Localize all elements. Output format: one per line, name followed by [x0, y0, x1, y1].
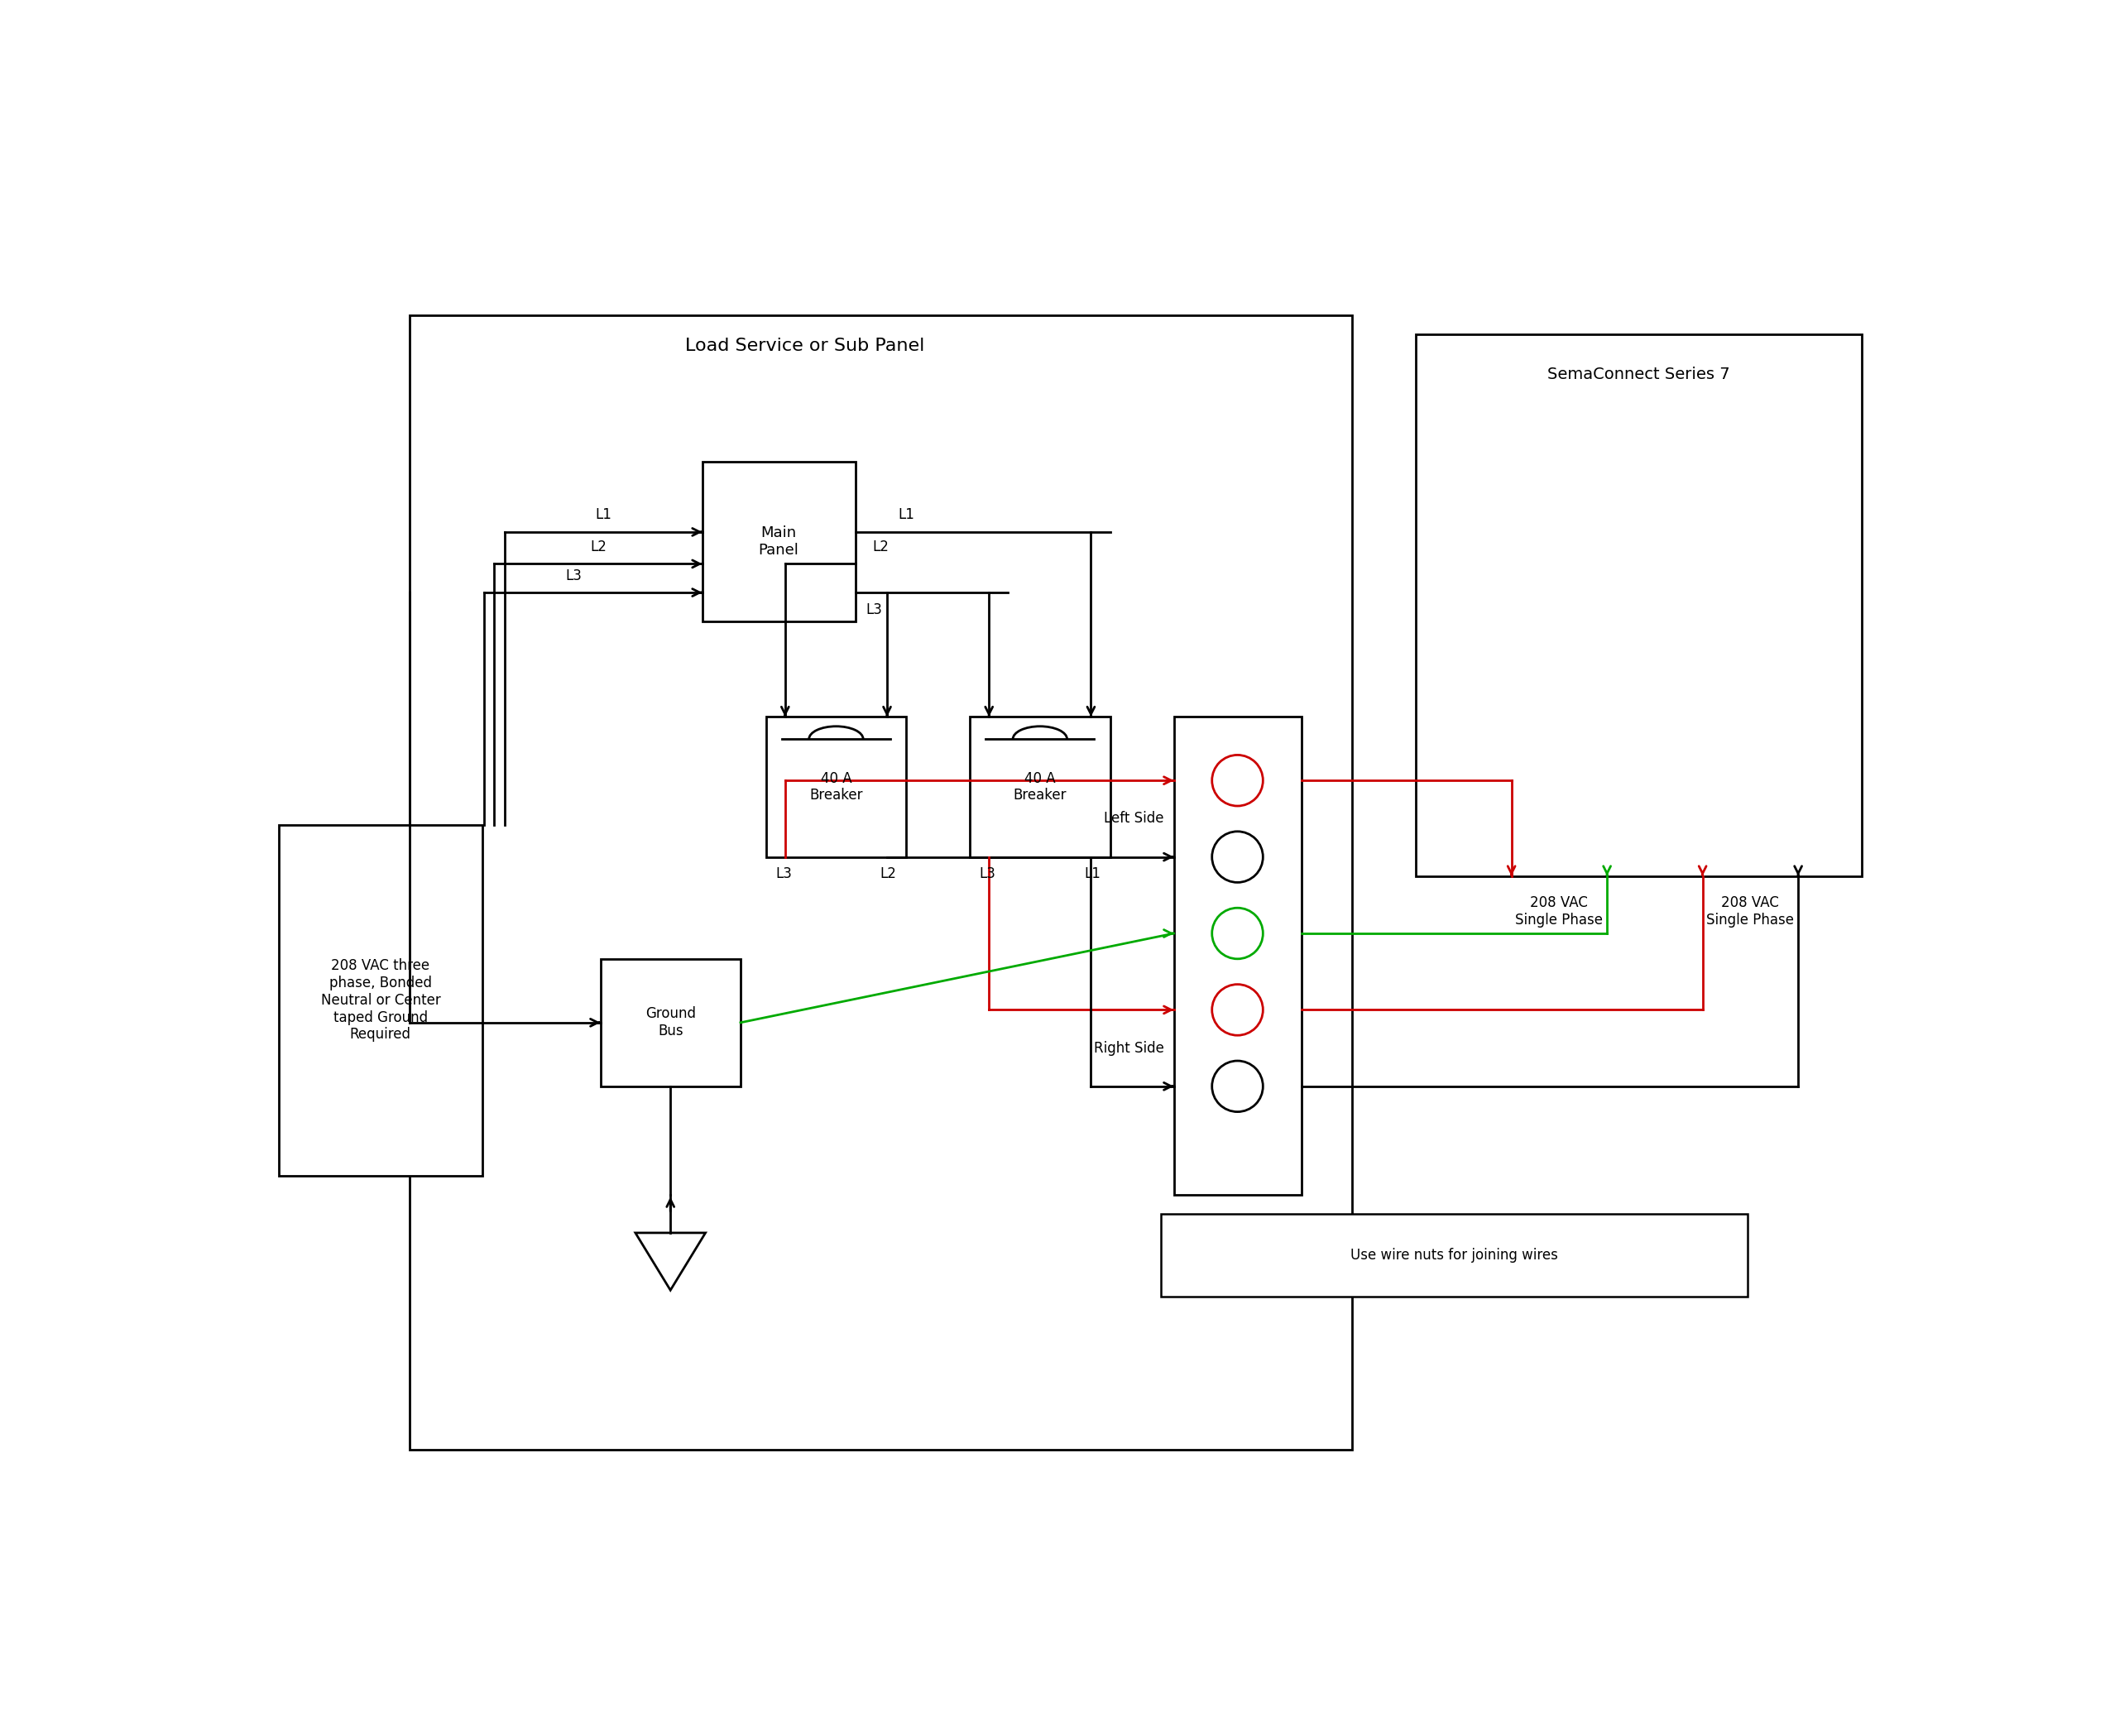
Text: Left Side: Left Side [1104, 811, 1165, 826]
Text: L3: L3 [979, 866, 996, 882]
Text: L1: L1 [899, 507, 914, 523]
Text: 40 A
Breaker: 40 A Breaker [810, 771, 863, 802]
Text: L3: L3 [565, 568, 582, 583]
Bar [1416, 335, 1861, 877]
Text: 208 VAC
Single Phase: 208 VAC Single Phase [1515, 896, 1604, 927]
Circle shape [1211, 755, 1264, 806]
Text: Use wire nuts for joining wires: Use wire nuts for joining wires [1350, 1248, 1557, 1262]
Text: L2: L2 [880, 866, 897, 882]
Bar [1173, 717, 1302, 1194]
Bar [279, 825, 483, 1175]
Bar [971, 717, 1110, 858]
Circle shape [1211, 1061, 1264, 1111]
Text: SemaConnect Series 7: SemaConnect Series 7 [1547, 366, 1730, 382]
Bar [409, 316, 1353, 1450]
Text: L1: L1 [595, 507, 612, 523]
Bar [766, 717, 905, 858]
Text: 208 VAC three
phase, Bonded
Neutral or Center
taped Ground
Required: 208 VAC three phase, Bonded Neutral or C… [321, 958, 441, 1042]
Text: Load Service or Sub Panel: Load Service or Sub Panel [686, 339, 924, 354]
Text: Main
Panel: Main Panel [757, 526, 800, 557]
Text: Ground
Bus: Ground Bus [646, 1007, 696, 1038]
Circle shape [1211, 984, 1264, 1035]
Text: L2: L2 [871, 540, 888, 554]
Text: L2: L2 [591, 540, 606, 554]
Text: 208 VAC
Single Phase: 208 VAC Single Phase [1707, 896, 1793, 927]
Text: L3: L3 [776, 866, 791, 882]
Bar [703, 462, 855, 621]
Text: L1: L1 [1085, 866, 1101, 882]
Circle shape [1211, 908, 1264, 958]
Text: L3: L3 [865, 602, 882, 616]
Bar [1160, 1213, 1747, 1297]
Bar [601, 958, 741, 1087]
Circle shape [1211, 832, 1264, 882]
Text: Right Side: Right Side [1093, 1040, 1165, 1055]
Text: 40 A
Breaker: 40 A Breaker [1013, 771, 1068, 802]
